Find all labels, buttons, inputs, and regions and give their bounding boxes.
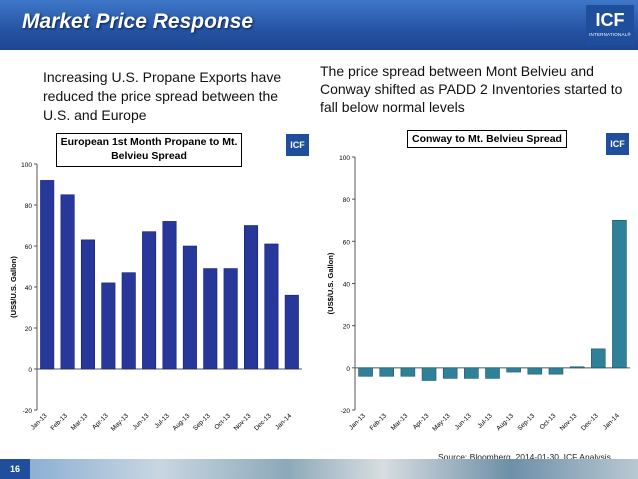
x-tick-label: May-13 [431,412,452,433]
x-tick-label: Mar-13 [70,412,90,432]
y-tick-label: 40 [25,285,33,292]
x-tick-label: Nov-13 [233,412,253,432]
x-tick-label: May-13 [110,412,131,433]
x-tick-label: Sep-13 [192,412,212,432]
chart-bar [612,219,627,369]
chart-bar [569,366,585,369]
chart-bar [101,282,116,370]
x-tick-label: Apr-13 [412,412,431,431]
x-tick-label: Oct-13 [213,412,232,431]
chart-bar [182,245,197,370]
chart-bar [203,268,218,370]
x-tick-label: Nov-13 [559,412,579,432]
chart-bar [485,367,500,379]
y-axis-label: (US$/U.S. Gallon) [326,252,335,314]
logo-subtext: INTERNATIONAL® [589,32,631,37]
europe-spread-chart: -20 0 20 40 60 80 100 (US$/U.S. Gallon) Jan-13 Fe… [10,162,302,433]
x-tick-label: Mar-13 [390,412,410,432]
y-tick-label: 20 [343,324,351,331]
footer-banner [0,459,638,479]
source-note: Source: Bloomberg, 2014-01-30, ICF Analy… [438,452,611,462]
chart-bar [244,225,259,370]
y-tick-label: 100 [339,155,350,162]
y-tick-label: 60 [25,244,33,251]
x-tick-label: Jul-13 [476,412,494,430]
chart-bar [421,367,437,381]
chart-bar [506,367,521,373]
x-tick-label: Sep-13 [516,412,536,432]
europe-spread-chart-panel: -20 0 20 40 60 80 100 (US$/U.S. Gallon) Jan-13 Fe… [10,126,310,456]
chart-bar [548,367,564,375]
chart-bar [162,221,177,370]
y-tick-label: -20 [23,408,33,415]
x-tick-label: Feb-13 [49,412,69,432]
chart-bar [40,180,55,370]
chart-bar [400,367,416,377]
y-tick-label: 100 [21,162,32,169]
y-tick-label: 20 [25,326,33,333]
y-tick-label: 0 [346,366,350,373]
chart-bar [121,272,136,370]
y-tick-label: -20 [341,408,351,415]
icf-logo: ICF INTERNATIONAL® [586,5,634,45]
x-tick-label: Dec-13 [580,412,600,432]
x-tick-label: Aug-13 [495,412,515,432]
x-tick-label: Jan-14 [602,412,621,431]
x-tick-label: Jan-13 [348,412,367,431]
chart-bar [379,367,395,377]
title-bar: Market Price Response ICF INTERNATIONAL® [0,0,638,50]
x-tick-label: Jul-13 [153,412,171,430]
chart-bar [60,194,75,370]
x-tick-label: Dec-13 [253,412,273,432]
page-number: 16 [0,459,30,479]
chart-bar [442,367,458,379]
y-tick-label: 40 [343,282,351,289]
x-tick-label: Aug-13 [172,412,192,432]
x-tick-label: Jan-13 [30,412,49,431]
chart-title: Conway to Mt. Belvieu Spread [407,130,567,148]
conway-spread-chart: -20 0 20 40 60 80 100 (US$/U.S. Gallon) Jan-13 Fe… [326,155,630,433]
page-title: Market Price Response [22,10,254,33]
x-tick-label: Apr-13 [91,412,110,431]
y-axis-label: (US$/U.S. Gallon) [10,256,18,318]
logo-text: ICF [595,10,625,30]
chart-bar [358,367,373,377]
chart-bar [223,268,238,370]
chart-bar [527,367,543,375]
y-tick-label: 0 [28,367,32,374]
chart-bar [284,294,299,370]
conway-spread-chart-panel: -20 0 20 40 60 80 100 (US$/U.S. Gallon) Jan-13 Fe… [322,126,632,456]
chart-bar [590,348,606,369]
x-tick-label: Oct-13 [539,412,558,431]
x-tick-label: Feb-13 [369,412,389,432]
chart-bar [264,243,279,370]
y-tick-label: 80 [25,203,33,210]
chart-bar [142,231,157,370]
x-tick-label: Jun-13 [132,412,151,431]
y-tick-label: 80 [343,197,351,204]
left-caption: Increasing U.S. Propane Exports have red… [43,69,282,123]
y-tick-label: 60 [343,239,351,246]
x-tick-label: Jun-13 [454,412,473,431]
icf-mini-logo: ICF [286,134,309,156]
x-tick-label: Jan-14 [274,412,293,431]
chart-bar [80,239,95,370]
chart-bar [464,367,479,379]
chart-title: European 1st Month Propane to Mt. Belvie… [56,133,242,167]
icf-mini-logo: ICF [606,133,629,155]
right-caption: The price spread between Mont Belvieu an… [320,63,623,115]
